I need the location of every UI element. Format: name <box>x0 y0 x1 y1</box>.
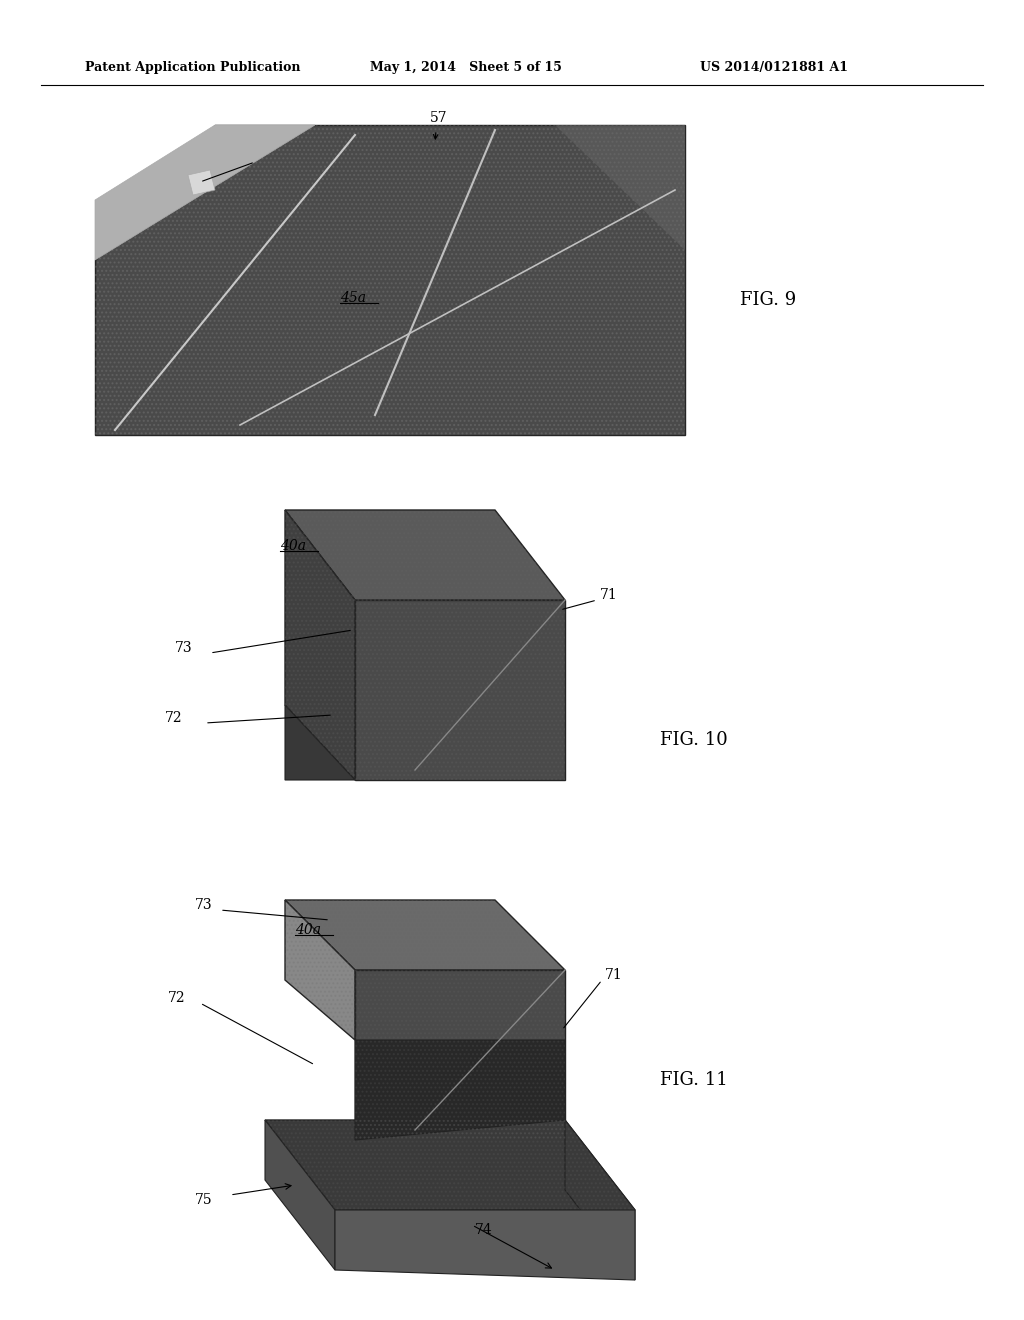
Polygon shape <box>188 170 215 195</box>
Text: 40a: 40a <box>280 539 306 553</box>
Polygon shape <box>335 1210 635 1280</box>
Text: 70: 70 <box>245 148 262 162</box>
Polygon shape <box>355 970 565 1140</box>
Polygon shape <box>95 125 685 436</box>
Text: FIG. 10: FIG. 10 <box>660 731 728 748</box>
Text: 72: 72 <box>165 711 182 725</box>
Text: FIG. 11: FIG. 11 <box>660 1071 728 1089</box>
Text: 73: 73 <box>175 642 193 655</box>
Text: May 1, 2014   Sheet 5 of 15: May 1, 2014 Sheet 5 of 15 <box>370 62 562 74</box>
Text: Patent Application Publication: Patent Application Publication <box>85 62 300 74</box>
Polygon shape <box>265 1119 635 1210</box>
Polygon shape <box>355 1040 565 1140</box>
Polygon shape <box>265 1119 335 1270</box>
Polygon shape <box>285 705 355 780</box>
Text: 45a: 45a <box>340 290 366 305</box>
Polygon shape <box>285 900 565 970</box>
Polygon shape <box>285 900 355 1040</box>
Text: 71: 71 <box>605 968 623 982</box>
Text: 74: 74 <box>475 1224 493 1237</box>
Text: FIG. 9: FIG. 9 <box>740 290 797 309</box>
Text: 71: 71 <box>600 587 617 602</box>
Polygon shape <box>355 601 565 780</box>
Polygon shape <box>95 125 315 260</box>
Polygon shape <box>285 510 565 601</box>
Text: 75: 75 <box>195 1193 213 1206</box>
Text: 40a: 40a <box>295 923 321 937</box>
Polygon shape <box>285 510 355 780</box>
Text: US 2014/0121881 A1: US 2014/0121881 A1 <box>700 62 848 74</box>
Polygon shape <box>555 125 685 249</box>
Text: 72: 72 <box>168 991 185 1005</box>
Text: 57: 57 <box>430 111 447 125</box>
Text: 73: 73 <box>195 898 213 912</box>
Polygon shape <box>565 1119 635 1280</box>
